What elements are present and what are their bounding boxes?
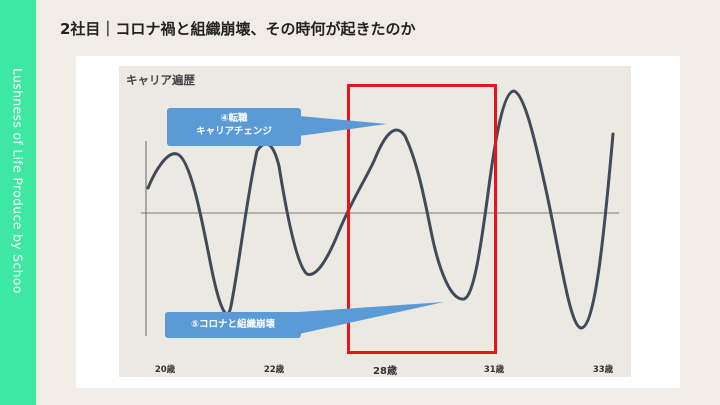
x-tick-label: 22歳 [263,365,285,375]
sidebar-brand-strip: Lushness of Life Produce by Schoo [0,0,36,405]
callout-corona-collapse: ⑤コロナと組織崩壊 [165,312,301,338]
x-tick-label: 20歳 [154,365,176,375]
career-chart: キャリア遍歴 ④転職 キャリアチェンジ ⑤コロナと組織崩壊 20歳 22歳 28… [119,66,631,377]
slide-title: 2社目｜コロナ禍と組織崩壊、その時何が起きたのか [60,20,416,38]
chart-title: キャリア遍歴 [126,73,195,87]
x-tick-label: 31歳 [483,365,505,375]
callout-corona-collapse-line1: ⑤コロナと組織崩壊 [190,319,276,330]
callout-career-change-line1: ④転職 [220,113,248,124]
x-tick-label: 33歳 [592,365,614,375]
sidebar-brand-text: Lushness of Life Produce by Schoo [10,68,26,294]
callout-career-change: ④転職 キャリアチェンジ [167,108,301,146]
callout-career-change-line2: キャリアチェンジ [196,126,272,137]
highlight-period-box [347,84,497,354]
x-tick-label-highlight: 28歳 [373,366,397,377]
